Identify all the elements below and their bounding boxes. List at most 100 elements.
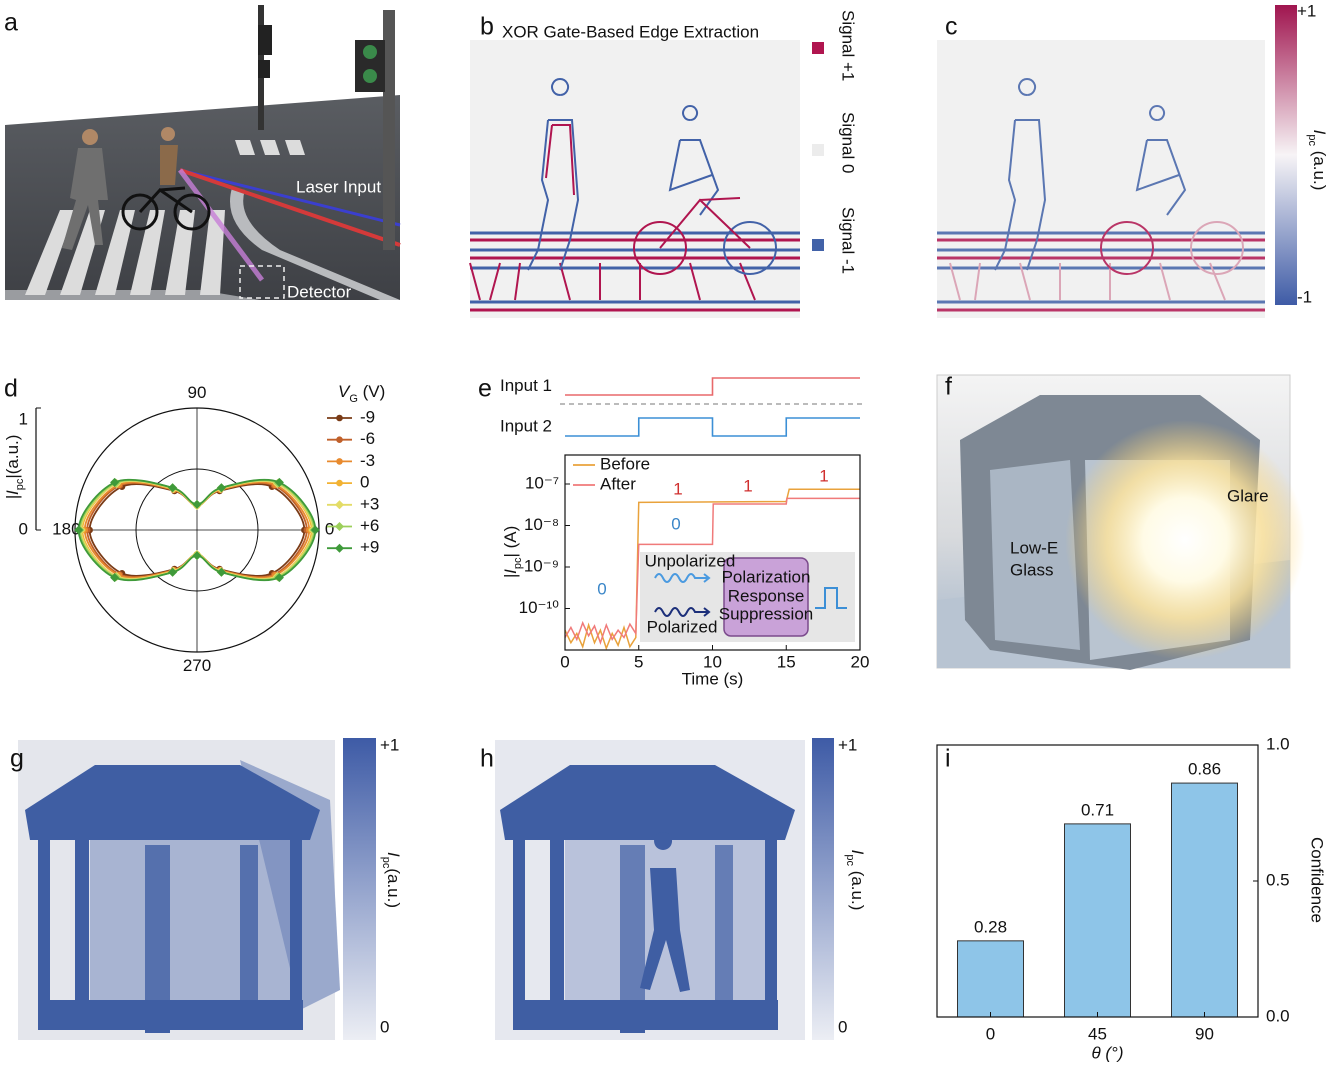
x-tick-label: 90 [1195,1024,1214,1043]
panel-label: i [945,745,951,773]
series-line [564,497,860,646]
theta-tick-label: 90 [188,383,207,402]
x-tick-label: 45 [1088,1024,1107,1043]
colorbar-title: Ipc (a.u.) [844,850,866,911]
label-part: pc [1306,134,1318,146]
marker [110,477,120,487]
legend-label: Signal +1 [839,10,858,81]
label-part: |I [3,490,22,499]
label-part: pc [844,854,856,866]
pole [383,10,395,250]
wave [654,573,711,583]
panel-a: Laser Input Detector a [4,5,401,301]
legend-label: 0 [360,473,369,492]
colorbar-label: 0 [838,1017,847,1036]
y-tick-label: 10⁻¹⁰ [519,598,560,617]
legend-label: -9 [360,407,375,426]
legend-label: Signal -1 [839,207,858,274]
panel-label: f [945,373,952,401]
legend-label: +3 [360,494,379,513]
label-part: (a.u.) [848,866,867,910]
annotation: Low-E [1010,538,1058,557]
lamp [363,45,377,59]
marker [192,499,202,509]
annotation: Glass [1010,560,1053,579]
legend-label: +9 [360,538,379,557]
signal [258,60,270,78]
legend-title: VG (V) [338,382,385,404]
label-part: (a.u.) [1310,146,1329,190]
legend-marker [336,436,343,444]
y-tick-label: 0.0 [1266,1006,1290,1025]
legend-marker [336,479,343,487]
laser-red [179,168,401,247]
pavilion [500,765,795,1033]
legend-label: -6 [360,429,375,448]
legend-marker [335,543,344,553]
label-part: I [1310,130,1329,135]
value-label: 0.71 [1081,800,1114,819]
input-trace [565,377,860,396]
bar [1171,782,1238,1018]
x-tick-label: 15 [777,652,796,671]
r-tick-label: 0 [19,519,28,538]
colorbar-label: +1 [838,735,857,754]
panel-label: g [10,745,24,773]
value-label: 0.28 [974,917,1007,936]
annotation: 1 [743,476,752,495]
panel-label: h [480,745,494,773]
inset-text: Suppression [719,604,814,623]
inset-box [723,557,809,637]
annotation: 0 [597,579,606,598]
legend-swatch [812,42,824,54]
label-part: G [349,393,358,405]
inset-text: Polarization [722,567,811,586]
image [937,40,1265,318]
label-part: |(a.u.) [3,435,22,479]
x-axis-title: θ (°) [1091,1043,1123,1062]
legend-label: Before [600,454,650,473]
label-part: V [338,382,351,401]
y-axis-title: Confidence [1308,837,1327,923]
legend-swatch [812,239,824,251]
label-part: | (A) [501,526,520,558]
x-tick-label: 0 [986,1024,995,1043]
marker [216,483,226,493]
bar [1064,823,1131,1018]
marker [168,483,178,493]
colorbar-label: 0 [380,1017,389,1036]
glare [1065,420,1305,660]
legend-marker [335,500,344,510]
legend-marker [336,458,343,465]
legend-marker [336,414,343,422]
marker [74,525,84,535]
y-axis-title: |Ipc| (A) [501,526,523,579]
annotation: 1 [819,466,828,485]
label-part: pc [380,857,392,869]
input-label: Input 1 [500,376,552,395]
signal [258,25,272,55]
marker [216,567,226,577]
theta-tick-label: 270 [183,656,211,675]
r-axis-title: |Ipc|(a.u.) [3,435,25,500]
wave [654,607,711,617]
input-trace [565,417,860,437]
colorbar [1275,5,1297,305]
image [470,40,800,318]
legend-marker [335,522,344,531]
annotation: 0 [671,514,680,533]
panel-c: c [937,5,1297,318]
label-part: (V) [358,382,385,401]
laser-reflect [177,168,265,282]
marker [168,567,178,577]
value-label: 0.86 [1188,760,1221,779]
colorbar-label: +1 [380,735,399,754]
edges [937,78,1265,312]
legend-label: -3 [360,451,375,470]
panel-g: g [10,738,376,1040]
x-tick-label: 5 [634,652,643,671]
label-part: pc [512,557,524,569]
title: XOR Gate-Based Edge Extraction [502,22,759,41]
inset-text: Unpolarized [645,551,736,570]
x-tick-label: 10 [703,652,722,671]
